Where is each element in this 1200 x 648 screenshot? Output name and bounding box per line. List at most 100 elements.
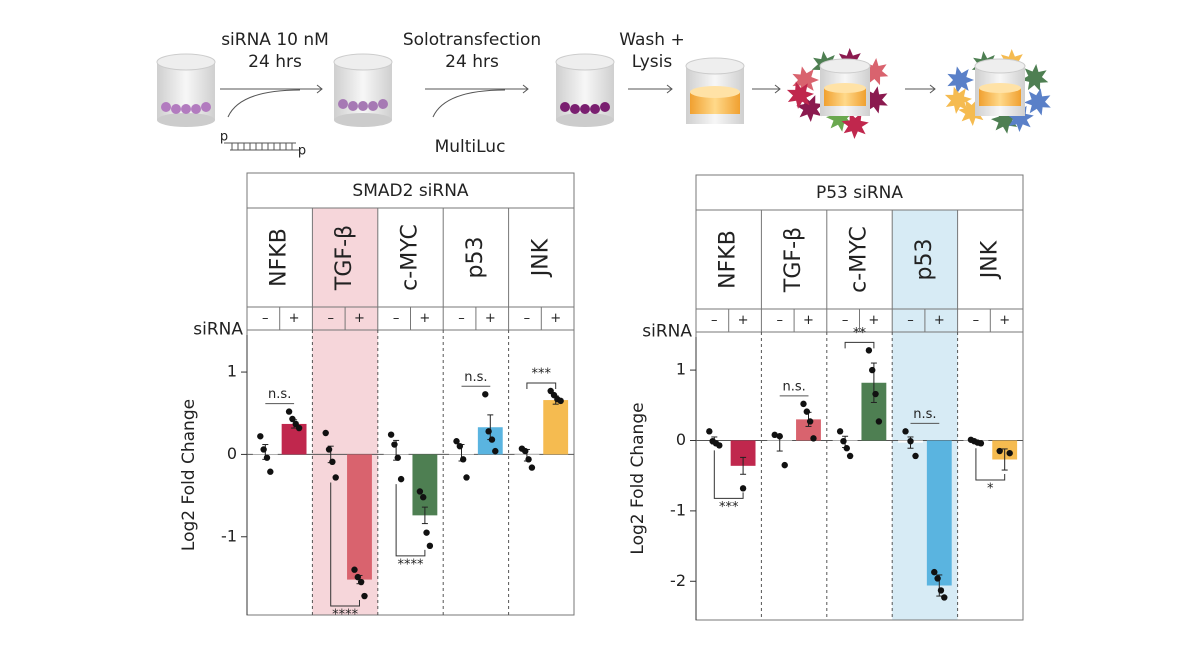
significance-label: ****	[398, 557, 425, 572]
luminescence	[786, 48, 1051, 139]
category-label: JNK	[977, 240, 1002, 280]
sign-label: +	[999, 313, 1010, 328]
well	[555, 53, 615, 127]
sign-label: +	[550, 311, 561, 326]
data-point	[937, 587, 945, 594]
data-point	[453, 438, 460, 445]
well	[819, 58, 871, 74]
category-label: p53	[912, 239, 937, 281]
data-point	[488, 436, 496, 443]
data-point	[557, 397, 564, 405]
data-point	[423, 529, 430, 536]
bar	[347, 454, 372, 580]
data-point	[391, 441, 398, 448]
data-point	[525, 456, 532, 463]
data-point	[1006, 449, 1013, 457]
data-point	[267, 468, 274, 475]
star	[958, 99, 986, 126]
y-tick-label: -1	[221, 526, 237, 545]
data-point	[836, 428, 844, 435]
sign-label: –	[842, 313, 849, 328]
lysate	[979, 83, 1021, 93]
bar	[796, 419, 821, 441]
significance-bracket	[975, 448, 1006, 481]
category-label: TGF-β	[781, 227, 806, 293]
step-text: 24 hrs	[445, 52, 499, 72]
data-point	[528, 464, 536, 471]
data-point	[329, 458, 336, 466]
lysate-well	[685, 57, 745, 124]
data-point	[810, 435, 817, 442]
significance-label: n.s.	[268, 387, 291, 402]
sign-label: –	[393, 311, 400, 326]
data-point	[934, 575, 941, 582]
data-point	[420, 494, 427, 501]
data-point	[351, 566, 358, 573]
data-point	[781, 461, 788, 469]
data-point	[840, 437, 847, 445]
sign-label: –	[776, 313, 783, 328]
data-point	[263, 454, 271, 461]
y-axis-label: Log2 Fold Change	[179, 399, 199, 551]
sign-label: +	[485, 311, 496, 326]
sign-label: –	[458, 311, 465, 326]
data-point	[800, 400, 807, 408]
data-point	[869, 366, 876, 374]
category-label: c-MYC	[398, 224, 423, 291]
significance-label: n.s.	[464, 370, 487, 385]
data-point	[843, 445, 850, 452]
sign-label: +	[934, 313, 945, 328]
data-point	[257, 433, 264, 440]
y-tick-label: -1	[670, 500, 686, 519]
bar	[926, 440, 952, 586]
step-text: siRNA 10 nM	[221, 30, 329, 50]
well	[974, 58, 1026, 74]
chart: SMAD2 siRNA siRNA Log2 Fold Change -1 0 1 NFKB…	[179, 172, 575, 623]
data-point	[912, 452, 919, 460]
data-point	[931, 568, 938, 576]
data-point	[289, 415, 296, 423]
step-text: Solotransfection	[403, 30, 541, 50]
arrows	[220, 84, 936, 118]
data-point	[872, 390, 879, 398]
y-tick-label: 1	[676, 360, 686, 379]
sign-label: –	[907, 313, 914, 328]
data-point	[846, 452, 854, 460]
data-point	[394, 454, 401, 461]
star	[991, 106, 1018, 134]
significance-bracket	[395, 484, 426, 557]
significance-label: **	[853, 326, 867, 341]
well	[156, 53, 216, 127]
data-point	[456, 442, 464, 450]
category-label: TGF-β	[332, 225, 357, 291]
y-axis-label: Log2 Fold Change	[628, 402, 648, 554]
well	[333, 53, 393, 127]
reagent: MultiLuc	[435, 137, 506, 157]
significance-bracket	[844, 341, 875, 349]
category-label: JNK	[528, 238, 553, 278]
y-tick-label: -2	[670, 571, 686, 590]
data-point	[332, 474, 339, 481]
star	[796, 95, 824, 122]
data-point	[285, 408, 293, 415]
data-point	[803, 408, 811, 415]
significance-label: ***	[532, 367, 552, 382]
star	[1021, 64, 1049, 92]
sign-label: –	[973, 313, 980, 328]
data-point	[260, 446, 267, 453]
y-tick-label: 1	[227, 362, 237, 381]
category-label: NFKB	[267, 228, 292, 287]
charts: SMAD2 siRNA siRNA Log2 Fold Change -1 0 1 NFKB…	[179, 172, 1024, 623]
star	[944, 86, 972, 114]
step-text: Lysis	[632, 52, 673, 72]
data-point	[357, 578, 365, 586]
bar	[412, 454, 438, 516]
sign-label: –	[524, 311, 531, 326]
sign-label: +	[803, 313, 814, 328]
category-label: p53	[463, 237, 488, 279]
lysate	[979, 88, 1021, 106]
data-point	[716, 442, 723, 449]
sign-label: +	[419, 311, 430, 326]
data-point	[325, 446, 333, 453]
